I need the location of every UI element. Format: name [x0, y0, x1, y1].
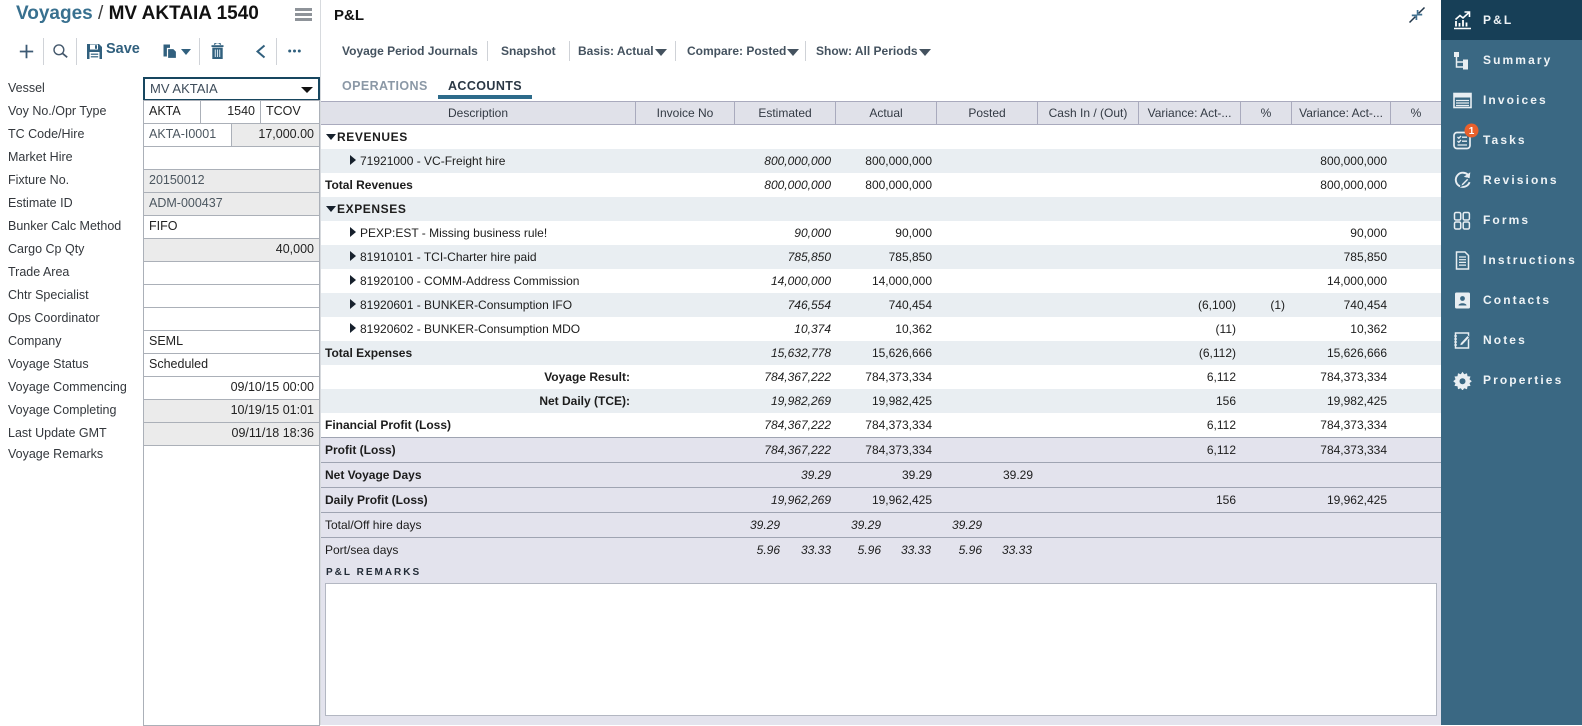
- svg-text:1: 1: [1469, 126, 1475, 137]
